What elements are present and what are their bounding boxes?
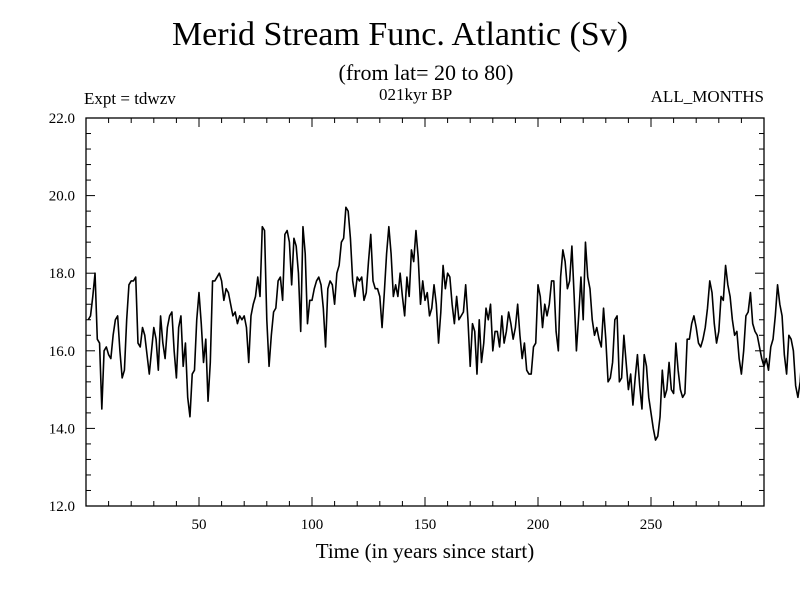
x-tick-label: 250 — [640, 517, 663, 533]
y-tick-label: 12.0 — [49, 499, 75, 515]
x-tick-label: 100 — [301, 517, 324, 533]
x-tick-label: 50 — [192, 517, 207, 533]
months-label: ALL_MONTHS — [650, 87, 764, 106]
y-tick-label: 20.0 — [49, 189, 75, 205]
chart-title: Merid Stream Func. Atlantic (Sv) — [171, 16, 629, 53]
y-tick-label: 22.0 — [49, 111, 75, 127]
x-tick-label: 200 — [527, 517, 550, 533]
experiment-label: Expt = tdwzv — [84, 89, 176, 108]
axis-ticks — [86, 117, 764, 507]
y-tick-labels: 12.0 14.0 16.0 18.0 20.0 22.0 — [49, 111, 75, 515]
y-tick-label: 16.0 — [49, 344, 75, 360]
x-tick-label: 150 — [414, 517, 437, 533]
chart-subtitle: (from lat= 20 to 80) — [338, 60, 514, 85]
x-axis-label: Time (in years since start) — [316, 539, 535, 563]
period-label: 021kyr BP — [379, 85, 453, 104]
y-tick-label: 14.0 — [49, 421, 75, 437]
plot-frame — [85, 117, 765, 507]
x-tick-labels: 50 100 150 200 250 — [192, 517, 663, 533]
y-tick-label: 18.0 — [49, 266, 75, 282]
series-line — [87, 206, 800, 441]
